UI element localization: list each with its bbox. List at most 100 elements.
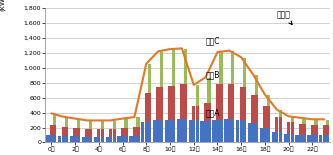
- Bar: [243, 87, 246, 120]
- Bar: [272, 132, 275, 142]
- Bar: [231, 51, 234, 84]
- Bar: [113, 137, 116, 142]
- Bar: [136, 126, 140, 136]
- Bar: [224, 119, 227, 142]
- Bar: [323, 125, 326, 135]
- Bar: [106, 137, 109, 142]
- Bar: [62, 136, 65, 142]
- Bar: [168, 86, 172, 120]
- Bar: [267, 128, 270, 142]
- Bar: [97, 137, 101, 142]
- Bar: [251, 95, 255, 123]
- Text: 施設A: 施設A: [205, 109, 220, 118]
- Bar: [248, 123, 251, 142]
- Bar: [73, 137, 77, 142]
- Bar: [157, 87, 160, 120]
- Bar: [204, 121, 207, 142]
- Bar: [263, 128, 267, 142]
- Bar: [148, 122, 152, 142]
- Bar: [53, 125, 57, 135]
- Bar: [243, 58, 246, 87]
- Bar: [101, 129, 104, 137]
- Bar: [279, 110, 282, 117]
- Bar: [195, 106, 199, 120]
- Bar: [231, 119, 234, 142]
- Bar: [255, 123, 258, 142]
- Bar: [184, 84, 187, 119]
- Bar: [255, 95, 258, 123]
- Bar: [184, 119, 187, 142]
- Bar: [124, 119, 128, 128]
- Bar: [287, 122, 290, 134]
- Bar: [207, 121, 211, 142]
- Bar: [65, 127, 68, 136]
- Bar: [219, 120, 223, 142]
- Bar: [295, 135, 299, 142]
- Bar: [239, 120, 243, 142]
- Bar: [172, 49, 175, 86]
- Bar: [148, 64, 152, 93]
- Bar: [165, 120, 168, 142]
- Bar: [118, 136, 121, 142]
- Bar: [101, 137, 104, 142]
- Bar: [267, 106, 270, 128]
- Bar: [263, 106, 267, 128]
- Bar: [53, 114, 57, 125]
- Bar: [287, 134, 290, 142]
- Bar: [124, 128, 128, 136]
- Bar: [160, 120, 163, 142]
- Bar: [73, 128, 77, 137]
- Bar: [216, 120, 219, 142]
- Bar: [207, 103, 211, 121]
- Y-axis label: (kW): (kW): [0, 0, 6, 11]
- Bar: [121, 136, 124, 142]
- Bar: [267, 95, 270, 106]
- Bar: [314, 125, 318, 135]
- Bar: [299, 124, 302, 135]
- Bar: [302, 135, 306, 142]
- Text: 予測値: 予測値: [277, 10, 292, 24]
- Bar: [145, 93, 148, 122]
- Bar: [180, 119, 183, 142]
- Bar: [228, 119, 231, 142]
- Bar: [160, 52, 163, 87]
- Bar: [133, 136, 136, 142]
- Bar: [85, 129, 89, 137]
- Bar: [65, 136, 68, 142]
- Bar: [97, 129, 101, 137]
- Bar: [133, 126, 136, 136]
- Bar: [113, 129, 116, 137]
- Bar: [195, 120, 199, 142]
- Bar: [216, 84, 219, 120]
- Bar: [231, 84, 234, 119]
- Bar: [85, 137, 89, 142]
- Bar: [323, 135, 326, 142]
- Bar: [314, 120, 318, 125]
- Bar: [82, 137, 85, 142]
- Bar: [299, 135, 302, 142]
- Bar: [212, 120, 216, 142]
- Bar: [311, 135, 314, 142]
- Bar: [172, 86, 175, 120]
- Bar: [326, 120, 329, 125]
- Bar: [70, 137, 73, 142]
- Bar: [290, 117, 294, 122]
- Bar: [239, 87, 243, 120]
- Text: 施設C: 施設C: [205, 36, 220, 45]
- Bar: [207, 78, 211, 103]
- Bar: [141, 122, 145, 142]
- Bar: [129, 136, 133, 142]
- Bar: [77, 128, 80, 137]
- Bar: [113, 121, 116, 129]
- Bar: [172, 120, 175, 142]
- Bar: [204, 103, 207, 121]
- Bar: [109, 129, 112, 137]
- Bar: [46, 135, 50, 142]
- Bar: [326, 135, 329, 142]
- Bar: [62, 127, 65, 136]
- Bar: [279, 117, 282, 132]
- Bar: [275, 132, 278, 142]
- Bar: [302, 118, 306, 124]
- Text: 施設B: 施設B: [205, 71, 220, 80]
- Bar: [195, 85, 199, 106]
